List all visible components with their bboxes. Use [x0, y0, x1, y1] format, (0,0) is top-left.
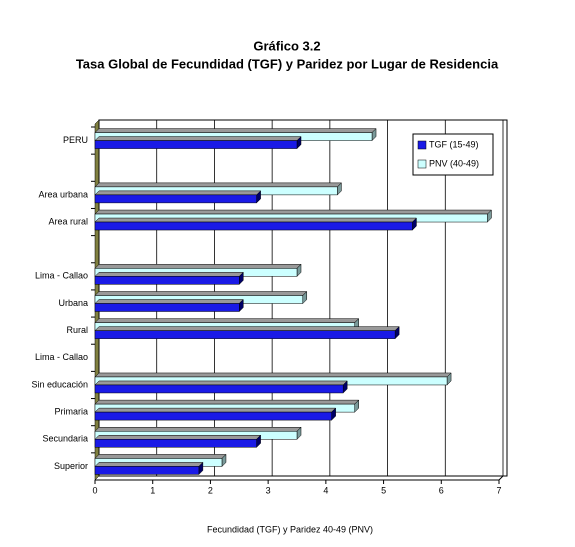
- y-tick-label: Secundaria: [42, 434, 88, 444]
- y-tick-label: Lima - Callao: [35, 352, 88, 362]
- y-tick-label: PERU: [63, 135, 88, 145]
- x-tick-label: 6: [439, 485, 444, 495]
- bar: [94, 407, 337, 421]
- bar-top: [94, 128, 377, 133]
- bar-top: [94, 209, 493, 215]
- legend-label: PNV (40-49): [429, 158, 479, 168]
- legend-label: TGF (15-49): [429, 139, 479, 149]
- bar: [94, 326, 400, 340]
- bar-face: [94, 276, 240, 285]
- bar: [94, 434, 262, 448]
- x-tick-label: 7: [496, 485, 501, 495]
- x-tick-label: 5: [381, 485, 386, 495]
- bar-top: [94, 190, 262, 196]
- y-tick-label: Sin educación: [31, 379, 88, 389]
- bar-top: [94, 136, 302, 141]
- y-tick-label: Area rural: [48, 216, 88, 226]
- x-axis-label: Fecundidad (TGF) y Paridez 40-49 (PNV): [207, 524, 373, 534]
- bar-face: [94, 439, 257, 448]
- bar-top: [94, 272, 244, 277]
- bar: [94, 190, 262, 204]
- bar-top: [94, 407, 337, 413]
- bar-top: [94, 454, 227, 459]
- bar: [94, 217, 418, 231]
- bar-face: [94, 411, 332, 421]
- x-tick-label: 4: [323, 485, 328, 495]
- bar: [94, 271, 244, 285]
- bar-top: [94, 264, 302, 269]
- bar-top: [94, 380, 348, 386]
- bar-face: [94, 384, 344, 394]
- bar-top: [94, 326, 400, 331]
- bar-top: [94, 462, 204, 467]
- y-tick-label: Urbana: [58, 298, 88, 308]
- y-tick-label: Superior: [54, 461, 88, 471]
- legend-swatch: [417, 159, 427, 169]
- legend: TGF (15-49) PNV (40-49): [412, 133, 494, 176]
- x-tick-label: 1: [150, 485, 155, 495]
- bar-face: [94, 303, 240, 312]
- legend-swatch: [417, 140, 427, 150]
- bar: [94, 461, 204, 476]
- chart-title: Gráfico 3.2: [253, 38, 320, 53]
- bar-face: [94, 140, 298, 149]
- bar-top: [94, 399, 360, 405]
- x-tick-label: 2: [208, 485, 213, 495]
- bar-face: [94, 330, 396, 339]
- bar-top: [94, 217, 418, 223]
- bar-top: [94, 291, 308, 296]
- bar: [94, 298, 244, 313]
- bar: [94, 380, 348, 394]
- legend-box: [412, 133, 494, 176]
- bar-face: [94, 221, 413, 231]
- bar: [94, 135, 302, 150]
- y-tick-label: Primaria: [54, 406, 88, 416]
- bar-top: [94, 372, 452, 378]
- bar-top: [94, 182, 343, 188]
- bar-top: [94, 299, 244, 304]
- x-axis-depth: [498, 475, 504, 481]
- y-tick-label: Rural: [66, 325, 88, 335]
- chart-subtitle: Tasa Global de Fecundidad (TGF) y Paride…: [76, 56, 499, 71]
- bar-top: [94, 318, 360, 323]
- bar-top: [94, 435, 262, 440]
- bar-face: [94, 194, 257, 204]
- y-tick-label: Lima - Callao: [35, 271, 88, 281]
- x-tick-label: 3: [266, 485, 271, 495]
- bar-face: [94, 466, 200, 475]
- bar-top: [94, 427, 302, 432]
- x-tick-label: 0: [92, 485, 97, 495]
- y-tick-label: Area urbana: [38, 189, 88, 199]
